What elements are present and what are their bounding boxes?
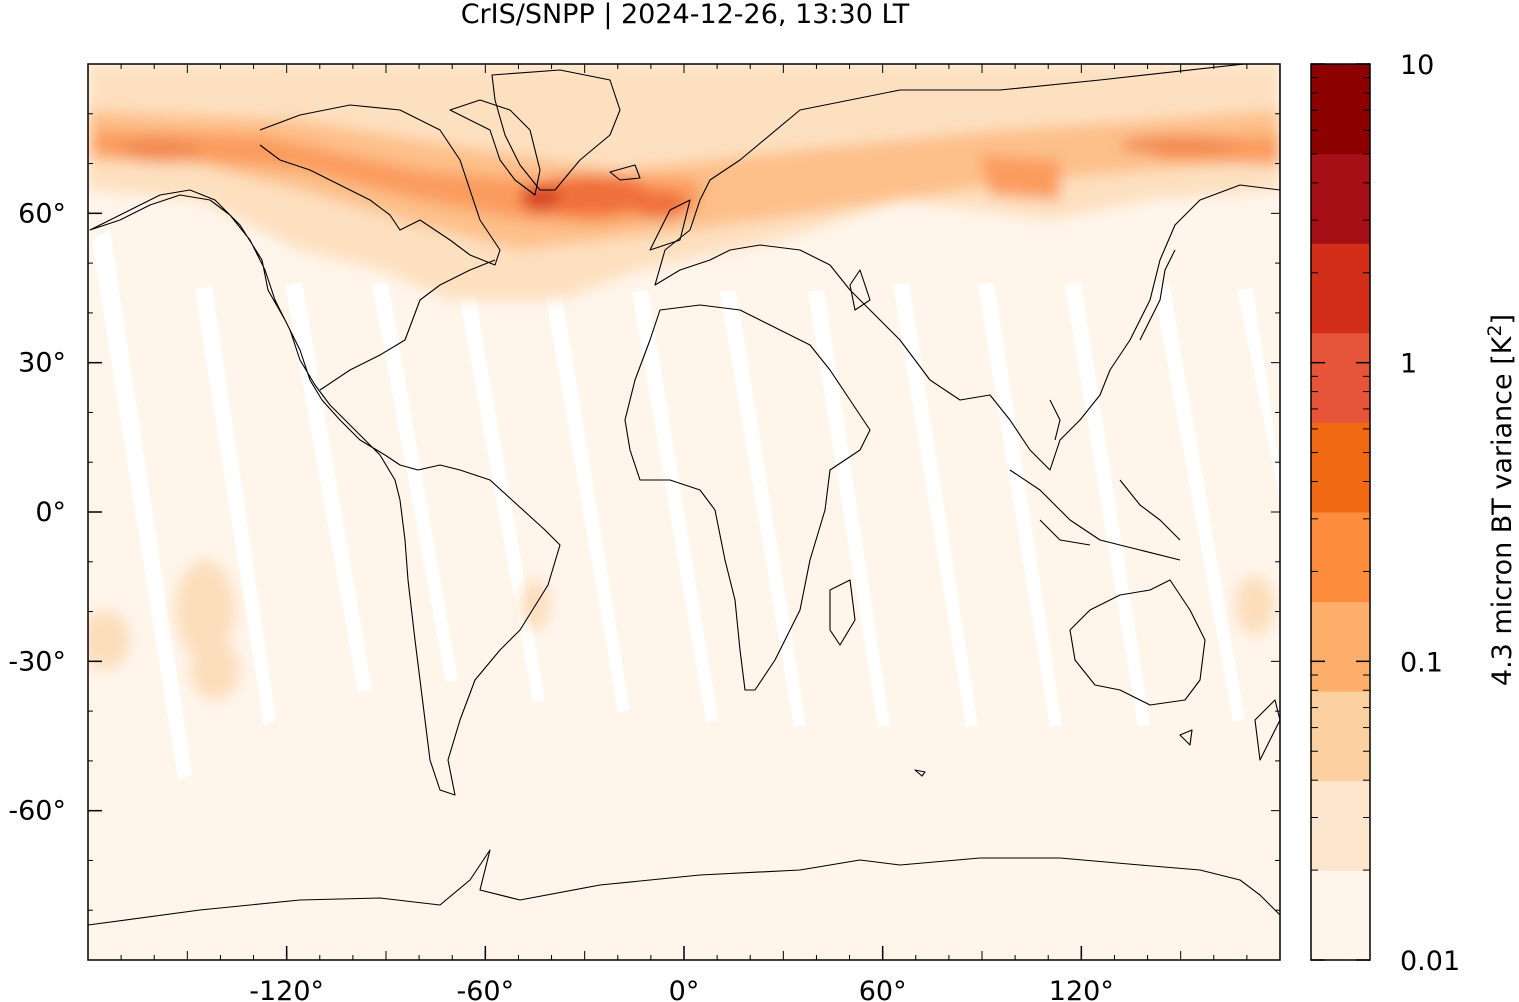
- colorbar-label-superscript: 2: [1484, 324, 1506, 337]
- colorbar-tick-label: 0.01: [1400, 946, 1460, 977]
- colorbar-bin: [1311, 780, 1370, 871]
- southern-variance-patches: [88, 560, 1275, 700]
- colorbar-label-end: ]: [1487, 313, 1518, 325]
- y-tick-label: 30°: [18, 348, 66, 379]
- colorbar-bin: [1311, 512, 1370, 603]
- colorbar-bin: [1311, 691, 1370, 782]
- colorbar-ticks: 10 1 0.1 0.01: [1311, 50, 1460, 977]
- map-title: CrIS/SNPP | 2024-12-26, 13:30 LT: [460, 0, 910, 30]
- colorbar: 10 1 0.1 0.01: [1310, 50, 1460, 977]
- map-ticks: -120° -60° 0° 60° 120° 60° 30° 0° -30° -60°: [8, 64, 1280, 1002]
- colorbar-frame: [1310, 63, 1371, 961]
- colorbar-bin: [1311, 422, 1370, 513]
- x-tick-label: -60°: [457, 976, 515, 1002]
- y-tick-label: -60°: [8, 796, 66, 827]
- colorbar-tick-label: 10: [1400, 50, 1434, 81]
- colorbar-bin: [1311, 64, 1370, 155]
- colorbar-bin: [1311, 601, 1370, 692]
- colorbar-label: 4.3 micron BT variance [K2]: [1475, 220, 1518, 780]
- y-tick-label: 0°: [35, 497, 66, 528]
- x-tick-label: 60°: [859, 976, 907, 1002]
- coastlines: [88, 64, 1280, 926]
- colorbar-label-main: 4.3 micron BT variance [K: [1487, 336, 1518, 687]
- y-tick-label: -30°: [8, 646, 66, 677]
- x-tick-label: 0°: [669, 976, 700, 1002]
- x-tick-label: -120°: [249, 976, 324, 1002]
- colorbar-bin: [1311, 153, 1370, 244]
- map-plot-area: -120° -60° 0° 60° 120° 60° 30° 0° -30° -60°: [8, 63, 1281, 1002]
- colorbar-bins: [1311, 64, 1370, 961]
- colorbar-tick-label: 1: [1400, 349, 1417, 380]
- x-tick-label: 120°: [1049, 976, 1114, 1002]
- colorbar-bin: [1311, 870, 1370, 961]
- variance-field: [88, 64, 1280, 300]
- y-tick-label: 60°: [18, 198, 66, 229]
- orbit-gaps: [92, 230, 1280, 780]
- colorbar-tick-label: 0.1: [1400, 647, 1443, 678]
- colorbar-bin: [1311, 332, 1370, 423]
- colorbar-bin: [1311, 243, 1370, 334]
